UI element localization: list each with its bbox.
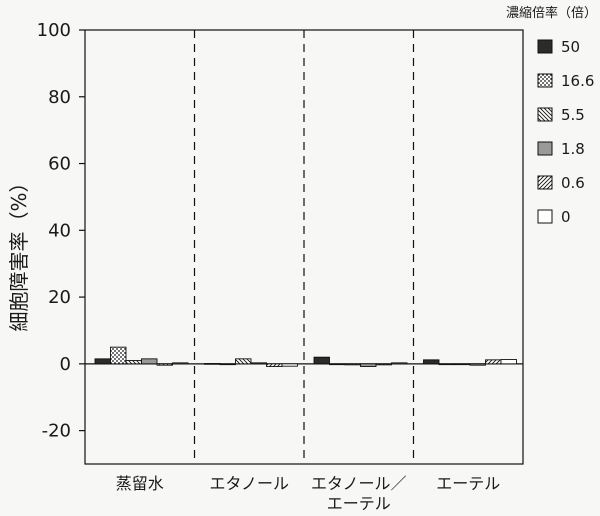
y-tick-label: 100 [37, 20, 71, 41]
legend-label-1_8: 1.8 [561, 140, 585, 158]
legend-title: 濃縮倍率（倍） [506, 5, 597, 21]
legend-swatch-1_8 [537, 141, 553, 156]
legend-swatch-16_6 [537, 73, 553, 88]
bar-1_8-0 [141, 358, 158, 365]
bar-50-0 [94, 358, 111, 365]
bar-0-1 [281, 363, 298, 367]
bar-5_5-3 [454, 363, 471, 366]
legend-swatch-0 [537, 209, 553, 224]
legend-label-0_6: 0.6 [561, 174, 585, 192]
bar-0-3 [500, 359, 517, 365]
legend-label-50: 50 [561, 38, 580, 56]
bar-50-1 [204, 363, 221, 365]
category-label: 蒸留水 [116, 474, 164, 493]
bar-1_8-3 [469, 363, 486, 366]
bar-0_6-2 [375, 363, 392, 366]
y-tick-label: 0 [60, 354, 71, 375]
legend-label-0: 0 [561, 208, 571, 226]
category-label: エタノール [209, 474, 289, 493]
bar-0_6-3 [485, 359, 502, 365]
y-axis-label: 細胞障害率（%） [7, 172, 31, 331]
category-label: エタノール／エーテル [311, 474, 407, 513]
bar-50-2 [313, 356, 330, 365]
bar-0-0 [172, 362, 189, 365]
bar-16_6-0 [110, 346, 127, 365]
legend-swatch-50 [537, 39, 553, 54]
bar-1_8-1 [250, 362, 267, 365]
bar-5_5-1 [235, 358, 252, 365]
bar-16_6-1 [219, 363, 236, 366]
bar-0_6-1 [266, 363, 283, 367]
bar-16_6-2 [329, 363, 346, 366]
y-tick-label: 20 [48, 287, 71, 308]
y-tick-label: 60 [48, 154, 71, 175]
bar-16_6-3 [438, 363, 455, 366]
bar-1_8-2 [360, 363, 377, 367]
bar-5_5-2 [344, 363, 361, 366]
bar-0_6-0 [156, 363, 173, 366]
bar-50-3 [423, 359, 440, 365]
legend-label-16_6: 16.6 [561, 72, 594, 90]
bar-0-2 [391, 362, 408, 365]
bar-5_5-0 [125, 360, 142, 365]
y-tick-label: 40 [48, 220, 71, 241]
category-label: エーテル [436, 474, 500, 493]
legend-swatch-5_5 [537, 107, 553, 122]
y-tick-label: -20 [42, 421, 71, 442]
legend-label-5_5: 5.5 [561, 106, 585, 124]
legend-swatch-0_6 [537, 175, 553, 190]
y-tick-label: 80 [48, 87, 71, 108]
